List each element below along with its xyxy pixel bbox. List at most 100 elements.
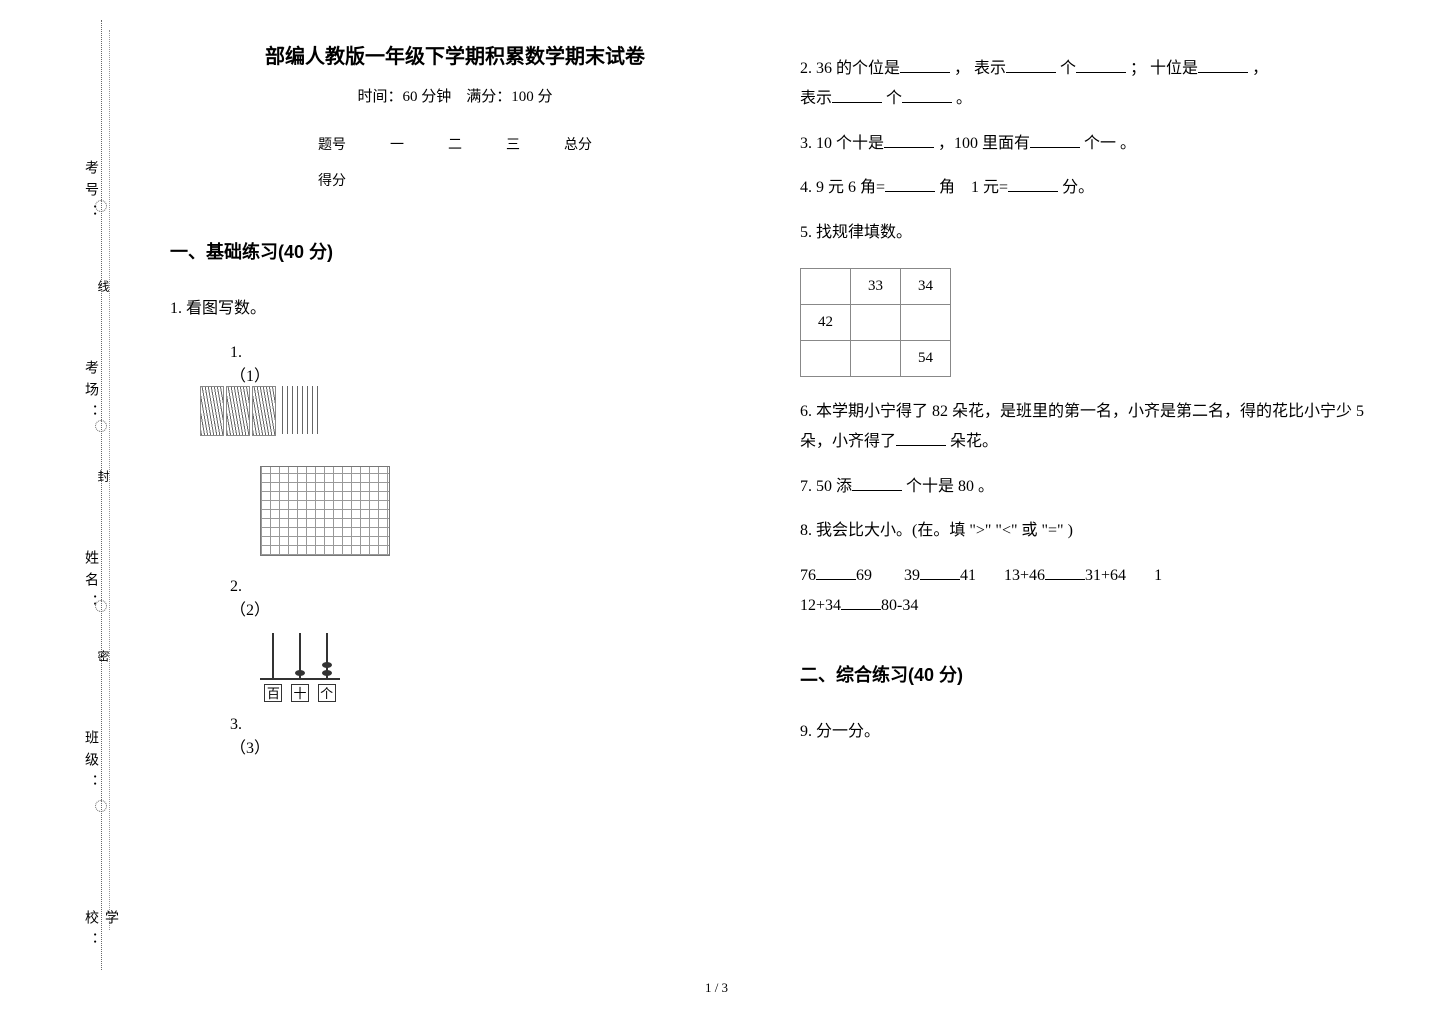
val: 39 <box>904 567 920 584</box>
q-text: 分一分。 <box>816 723 880 740</box>
exam-subtitle: 时间：60 分钟 满分：100 分 <box>170 85 740 106</box>
q-num: 3. <box>800 135 812 152</box>
q1-sub3: 3. （3） <box>230 710 260 758</box>
seal-text-feng: 封 <box>95 470 112 494</box>
q-text: 角 1 元= <box>939 179 1008 196</box>
blank <box>1006 57 1056 73</box>
score-table: 题号 一 二 三 总分 得分 <box>296 126 614 198</box>
question-4: 4. 9 元 6 角= 角 1 元= 分。 <box>800 173 1370 203</box>
val: 69 <box>856 567 872 584</box>
q-num: 5. <box>800 224 812 241</box>
question-9: 9. 分一分。 <box>800 717 1370 747</box>
val: 13+46 <box>1004 567 1045 584</box>
q1-sub2: 2. （2） <box>230 572 260 620</box>
q-text: 个一 。 <box>1084 135 1136 152</box>
q-text: 本学期小宁得了 82 朵花，是班里的第一名，小齐是第二名，得的花比小宁少 5 朵… <box>800 403 1364 450</box>
q-text: 9 元 6 角= <box>816 179 885 196</box>
hundred-grid-icon <box>260 466 390 556</box>
question-5: 5. 找规律填数。 <box>800 218 1370 248</box>
table-row: 题号 一 二 三 总分 <box>296 126 614 162</box>
q-num: 8. <box>800 522 812 539</box>
q-text: 找规律填数。 <box>816 224 912 241</box>
th-score: 得分 <box>296 162 368 198</box>
val: 80-34 <box>881 597 918 614</box>
q-text: 分。 <box>1062 179 1094 196</box>
question-3: 3. 10 个十是 ，100 里面有 个一 。 <box>800 129 1370 159</box>
q-text: 我会比大小。(在。填 ">" "<" 或 "=" ) <box>816 522 1073 539</box>
blank <box>885 176 935 192</box>
blank <box>884 132 934 148</box>
abacus-one-label: 个 <box>318 684 336 702</box>
q-text: 10 个十是 <box>816 135 884 152</box>
q-num: 2. <box>800 60 812 77</box>
q-text: 。 <box>956 90 972 107</box>
blank <box>1076 57 1126 73</box>
section-2-header: 二、综合练习(40 分) <box>800 661 1370 687</box>
margin-label-number: 考号： <box>80 160 100 226</box>
q-text: 个十是 80 。 <box>906 478 994 495</box>
q-text: ， <box>1252 60 1268 77</box>
question-8: 8. 我会比大小。(在。填 ">" "<" 或 "=" ) <box>800 516 1370 546</box>
margin-label-class: 班级： <box>80 730 100 796</box>
question-8-items: 7669 3941 13+4631+64 1 12+3480-34 <box>800 561 1370 622</box>
seal-text-xian: 线 <box>95 280 112 304</box>
q-num: 6. <box>800 403 812 420</box>
q1-figures: 1. （1） 2. （2） 百 十 个 3. （3） <box>200 338 740 758</box>
th-three: 三 <box>484 126 542 162</box>
q-text: 表示 <box>800 90 832 107</box>
q-text: ； 十位是 <box>1130 60 1198 77</box>
th-one: 一 <box>368 126 426 162</box>
q-text: ， 表示 <box>954 60 1006 77</box>
seal-text-mi: 密 <box>95 650 112 674</box>
seal-dotted-line <box>101 20 102 970</box>
seal-circle <box>95 800 107 812</box>
q-num: 1. <box>170 300 182 317</box>
q-text: ，100 里面有 <box>938 135 1030 152</box>
blank <box>1008 176 1058 192</box>
page-content: 部编人教版一年级下学期积累数学期末试卷 时间：60 分钟 满分：100 分 题号… <box>140 30 1400 970</box>
table-row: 54 <box>801 340 951 376</box>
q-text: 朵花。 <box>950 433 998 450</box>
q-text: 个 <box>886 90 902 107</box>
blank <box>1198 57 1248 73</box>
margin-label-room: 考场： <box>80 360 100 426</box>
q-num: 9. <box>800 723 812 740</box>
q-text: 个 <box>1060 60 1076 77</box>
seal-circle <box>95 600 107 612</box>
cell: 33 <box>851 268 901 304</box>
th-total: 总分 <box>542 126 614 162</box>
val: 12+34 <box>800 597 841 614</box>
tally-bundles-icon <box>200 386 330 446</box>
blank <box>816 564 856 580</box>
cell: 34 <box>901 268 951 304</box>
q-num: 7. <box>800 478 812 495</box>
question-7: 7. 50 添 个十是 80 。 <box>800 472 1370 502</box>
exam-title: 部编人教版一年级下学期积累数学期末试卷 <box>170 40 740 69</box>
q-text: 看图写数。 <box>186 300 266 317</box>
blank <box>920 564 960 580</box>
abacus-ten-label: 十 <box>291 684 309 702</box>
th-label: 题号 <box>296 126 368 162</box>
blank <box>896 430 946 446</box>
cell: 42 <box>801 304 851 340</box>
seal-circle <box>95 200 107 212</box>
blank <box>841 594 881 610</box>
th-two: 二 <box>426 126 484 162</box>
val: 41 <box>960 567 976 584</box>
seal-circle <box>95 420 107 432</box>
val: 76 <box>800 567 816 584</box>
left-column: 部编人教版一年级下学期积累数学期末试卷 时间：60 分钟 满分：100 分 题号… <box>140 30 770 970</box>
q1-sub1: 1. （1） <box>230 338 260 386</box>
table-row: 得分 <box>296 162 614 198</box>
margin-label-school: 学校： <box>80 910 120 954</box>
abacus-hundred-label: 百 <box>264 684 282 702</box>
question-1: 1. 看图写数。 <box>170 294 740 324</box>
right-column: 2. 36 的个位是 ， 表示 个 ； 十位是 ， 表示 个 。 3. 10 个… <box>770 30 1400 970</box>
cell: 54 <box>901 340 951 376</box>
abacus-icon: 百 十 个 <box>260 630 340 702</box>
pattern-table: 33 34 42 54 <box>800 268 951 377</box>
blank <box>832 87 882 103</box>
blank <box>852 475 902 491</box>
blank <box>1045 564 1085 580</box>
page-number: 1 / 3 <box>705 980 728 996</box>
